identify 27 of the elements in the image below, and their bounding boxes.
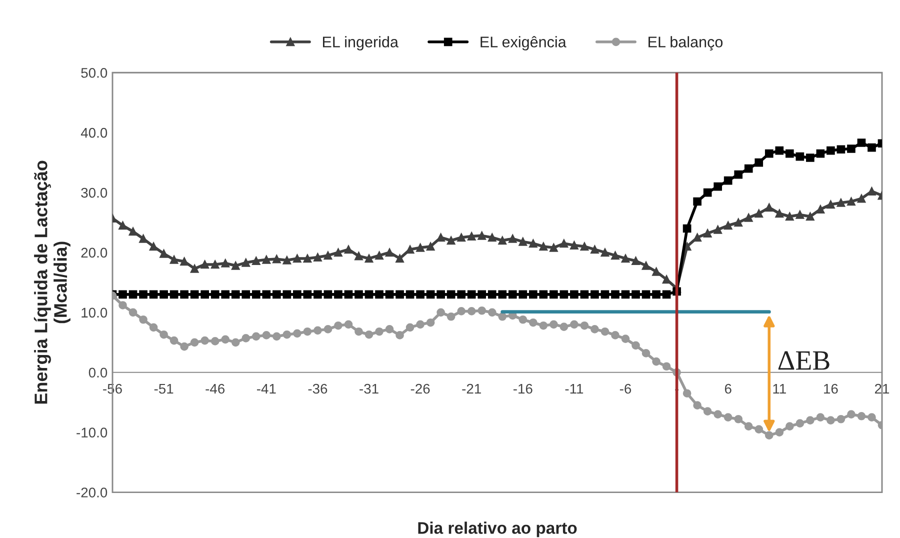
y-tick-label: 10.0 bbox=[82, 308, 108, 318]
y-tick-label: -10.0 bbox=[76, 428, 108, 438]
x-tick-label: 6 bbox=[724, 384, 732, 394]
x-tick-label: -31 bbox=[360, 384, 378, 394]
x-tick-label: -26 bbox=[410, 384, 430, 394]
legend-label: EL exigência bbox=[480, 36, 566, 50]
x-tick-label: 11 bbox=[773, 384, 786, 394]
y-tick-label: 40.0 bbox=[80, 128, 108, 138]
x-tick-label: -36 bbox=[308, 384, 328, 394]
x-tick-label: -41 bbox=[256, 384, 276, 394]
x-tick-label: -21 bbox=[462, 384, 481, 394]
x-tick-label: 16 bbox=[824, 384, 838, 394]
y-tick-label: 20.0 bbox=[81, 248, 108, 258]
x-tick-label: -6 bbox=[620, 384, 632, 394]
x-tick-label: -16 bbox=[513, 384, 532, 394]
x-tick-label: -51 bbox=[154, 384, 174, 394]
y-tick-label: -20.0 bbox=[76, 488, 108, 498]
y-tick-label: 0.0 bbox=[88, 368, 108, 378]
y-tick-label: 30.0 bbox=[81, 188, 108, 198]
annotation: ΔEB bbox=[778, 351, 830, 370]
y-tick-label: 50.0 bbox=[81, 68, 108, 78]
y-axis-title: Energia Líquida de Lactação (Mcal/dia) bbox=[34, 160, 70, 404]
legend-label: EL ingerida bbox=[322, 36, 398, 50]
x-axis-title: Dia relativo ao parto bbox=[418, 522, 577, 538]
legend-label: EL balanço bbox=[648, 36, 723, 50]
x-tick-label: -11 bbox=[565, 384, 584, 394]
x-tick-label: -46 bbox=[206, 384, 225, 394]
